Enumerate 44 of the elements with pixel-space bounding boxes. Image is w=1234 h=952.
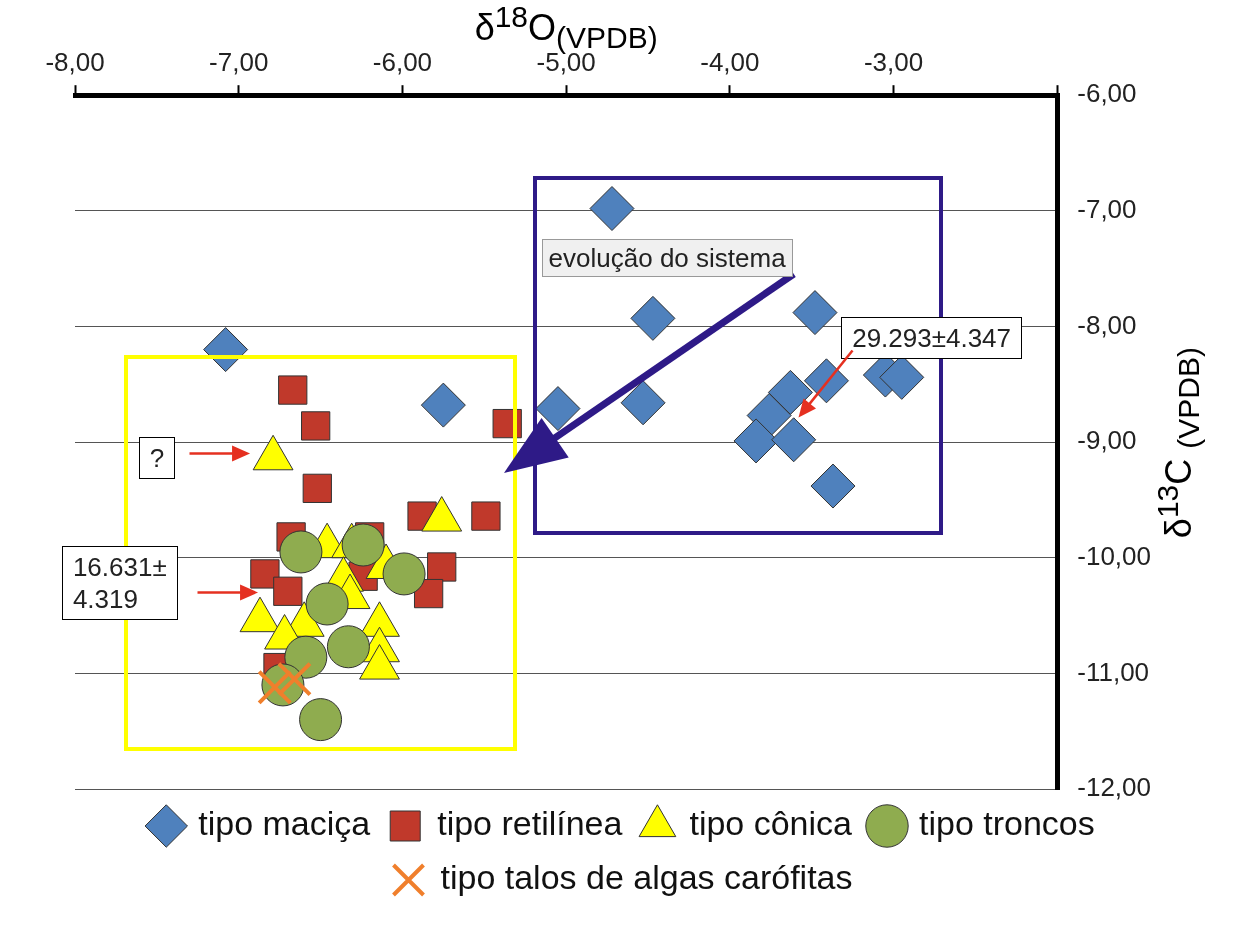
point — [535, 386, 581, 432]
y-tick-label: -8,00 — [1077, 309, 1137, 340]
legend-label: tipo talos de algas carófitas — [440, 858, 853, 897]
legend-label: tipo troncos — [918, 804, 1095, 843]
legend-label: tipo maciça — [198, 804, 371, 843]
point — [305, 582, 349, 626]
legend-label: tipo retilínea — [437, 804, 623, 843]
point — [803, 358, 849, 404]
point — [302, 473, 332, 503]
point — [326, 625, 370, 669]
point — [427, 552, 457, 582]
x-tick-label: -8,00 — [45, 46, 105, 77]
point — [771, 417, 817, 463]
point — [382, 552, 426, 596]
point — [620, 380, 666, 426]
point — [301, 411, 331, 441]
y-tick-label: -6,00 — [1077, 78, 1137, 109]
point — [273, 576, 303, 606]
x-tick-label: -7,00 — [209, 46, 269, 77]
point — [471, 501, 501, 531]
point — [420, 382, 466, 428]
x-tick-label: -6,00 — [372, 46, 433, 77]
point — [250, 559, 280, 589]
point — [278, 375, 308, 405]
annotation: ? — [138, 437, 176, 480]
point — [792, 290, 838, 336]
legend-label: tipo cônica — [689, 804, 853, 843]
annotation: evolução do sistema — [541, 238, 793, 277]
annotation: 29.293±4.347 — [841, 317, 1023, 360]
point — [299, 698, 343, 742]
point — [810, 463, 856, 509]
point — [767, 369, 813, 415]
y-tick-label: -7,00 — [1077, 194, 1137, 225]
x-tick-label: -4,00 — [700, 46, 760, 77]
point — [589, 186, 635, 232]
x-tick-label: -3,00 — [863, 46, 924, 77]
point — [630, 295, 676, 341]
annotation: 16.631± 4.319 — [61, 546, 178, 621]
y-tick-label: -9,00 — [1077, 425, 1137, 456]
y-tick-label: -11,00 — [1077, 656, 1150, 687]
point — [341, 523, 385, 567]
y-tick-label: -12,00 — [1077, 772, 1152, 803]
point — [279, 530, 323, 574]
y-tick-label: -10,00 — [1077, 540, 1152, 571]
